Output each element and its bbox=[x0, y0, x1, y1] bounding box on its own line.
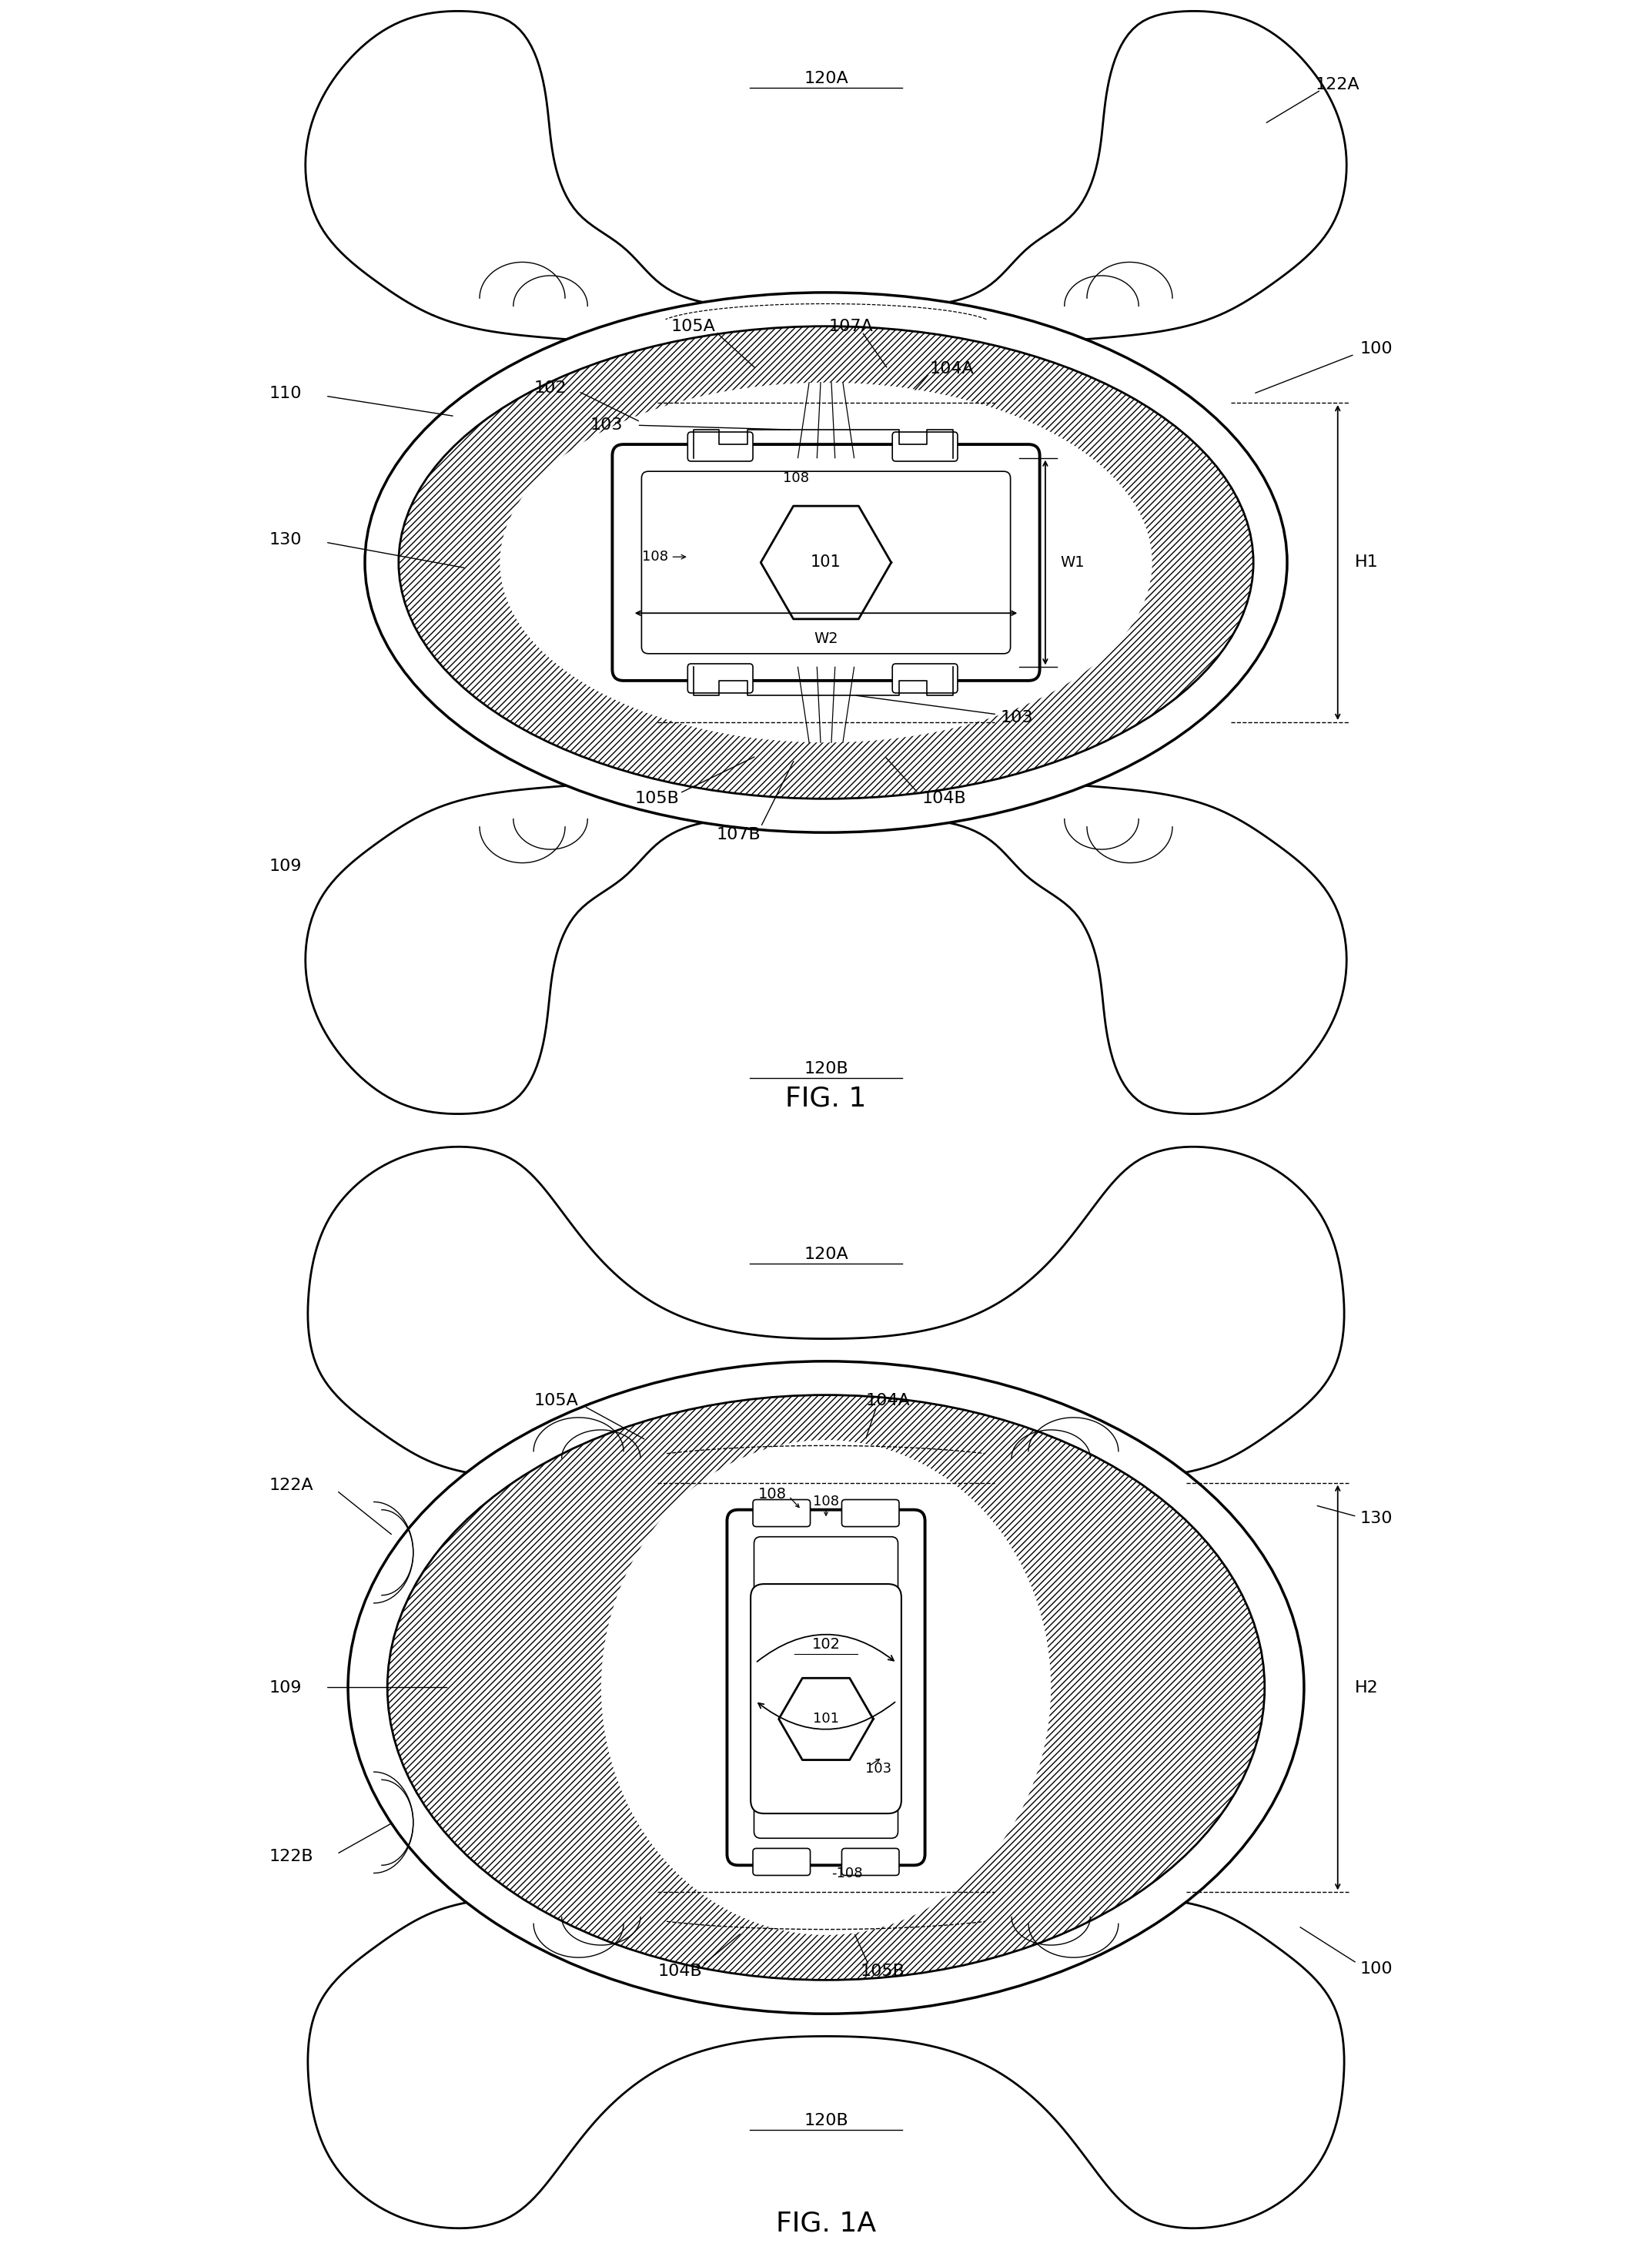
FancyBboxPatch shape bbox=[613, 446, 1039, 682]
FancyBboxPatch shape bbox=[753, 1850, 809, 1876]
Ellipse shape bbox=[601, 1440, 1051, 1935]
Text: W2: W2 bbox=[814, 632, 838, 646]
FancyBboxPatch shape bbox=[843, 1501, 899, 1528]
Text: 120A: 120A bbox=[805, 1247, 847, 1262]
Text: 108: 108 bbox=[813, 1494, 839, 1510]
Text: 120A: 120A bbox=[805, 72, 847, 86]
Text: 104A: 104A bbox=[930, 362, 975, 376]
Text: 130: 130 bbox=[269, 533, 302, 547]
Text: H2: H2 bbox=[1355, 1681, 1378, 1694]
FancyBboxPatch shape bbox=[892, 432, 958, 461]
Text: 104B: 104B bbox=[922, 792, 966, 805]
Text: 105A: 105A bbox=[534, 1393, 578, 1408]
Polygon shape bbox=[778, 1678, 874, 1760]
FancyBboxPatch shape bbox=[687, 664, 753, 693]
Text: FIG. 1A: FIG. 1A bbox=[776, 2210, 876, 2236]
Text: 101: 101 bbox=[813, 1712, 839, 1726]
Text: 102: 102 bbox=[534, 380, 567, 396]
Text: 107B: 107B bbox=[715, 828, 760, 842]
Polygon shape bbox=[762, 506, 890, 619]
Ellipse shape bbox=[387, 1395, 1265, 1980]
Polygon shape bbox=[307, 1886, 1345, 2228]
Text: 122A: 122A bbox=[269, 1478, 314, 1492]
Text: 120B: 120B bbox=[805, 1062, 847, 1076]
FancyBboxPatch shape bbox=[843, 1850, 899, 1876]
Text: 102: 102 bbox=[811, 1638, 841, 1652]
Text: 109: 109 bbox=[269, 860, 302, 873]
Text: 105A: 105A bbox=[671, 320, 715, 333]
Text: 105B: 105B bbox=[634, 792, 679, 805]
Text: -108: -108 bbox=[831, 1865, 862, 1881]
FancyBboxPatch shape bbox=[641, 472, 1011, 652]
Text: 104A: 104A bbox=[866, 1393, 910, 1408]
Text: 101: 101 bbox=[811, 556, 841, 569]
Text: 108: 108 bbox=[783, 470, 809, 486]
Text: W1: W1 bbox=[1061, 556, 1084, 569]
Text: FIG. 1: FIG. 1 bbox=[785, 1084, 867, 1112]
Text: 107A: 107A bbox=[829, 320, 872, 333]
FancyBboxPatch shape bbox=[753, 1537, 899, 1838]
Ellipse shape bbox=[365, 292, 1287, 832]
Text: H1: H1 bbox=[1355, 556, 1378, 569]
Text: 108: 108 bbox=[758, 1487, 786, 1501]
Text: 103: 103 bbox=[1001, 711, 1032, 724]
Polygon shape bbox=[306, 11, 1346, 349]
Text: 109: 109 bbox=[269, 1681, 302, 1694]
FancyBboxPatch shape bbox=[892, 664, 958, 693]
Polygon shape bbox=[307, 1148, 1345, 1490]
Text: 103: 103 bbox=[866, 1762, 892, 1775]
FancyBboxPatch shape bbox=[750, 1584, 902, 1814]
Text: 122A: 122A bbox=[1315, 77, 1360, 92]
Polygon shape bbox=[306, 776, 1346, 1114]
Text: 110: 110 bbox=[269, 387, 302, 400]
Ellipse shape bbox=[349, 1361, 1303, 2014]
Text: 100: 100 bbox=[1360, 342, 1393, 356]
Text: 100: 100 bbox=[1360, 1962, 1393, 1976]
FancyBboxPatch shape bbox=[687, 432, 753, 461]
Text: 103: 103 bbox=[590, 418, 623, 432]
FancyBboxPatch shape bbox=[753, 1501, 809, 1528]
Text: 120B: 120B bbox=[805, 2113, 847, 2128]
Text: 122B: 122B bbox=[269, 1850, 314, 1863]
Ellipse shape bbox=[501, 382, 1151, 742]
FancyBboxPatch shape bbox=[727, 1510, 925, 1865]
Text: 130: 130 bbox=[1360, 1512, 1393, 1526]
Text: 104B: 104B bbox=[657, 1964, 702, 1978]
Text: 108: 108 bbox=[643, 549, 669, 565]
Ellipse shape bbox=[398, 326, 1254, 799]
Text: 105B: 105B bbox=[861, 1964, 905, 1978]
